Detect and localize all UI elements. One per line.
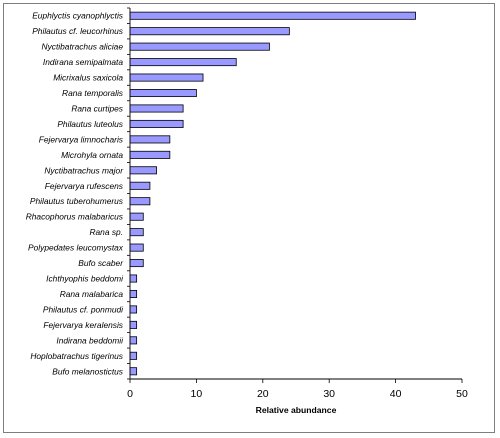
bar <box>129 104 184 113</box>
category-label: Bufo melanostictus <box>52 366 124 376</box>
bar <box>129 11 416 20</box>
x-axis-title: Relative abundance <box>256 405 337 415</box>
category-label: Fejervarya keralensis <box>43 320 123 330</box>
category-label: Nyctibatrachus aliciae <box>42 42 124 52</box>
bar <box>129 166 157 175</box>
category-label: Rana curtipes <box>71 103 123 113</box>
category-label: Rana temporalis <box>62 88 124 98</box>
category-label: Philautus luteolus <box>57 119 123 129</box>
category-label: Rhacophorus malabaricus <box>26 212 124 222</box>
bar <box>129 89 197 98</box>
bar <box>129 351 138 360</box>
bar <box>129 274 138 283</box>
category-label: Ichthyophis beddomi <box>46 274 124 284</box>
bar <box>129 119 184 128</box>
bar <box>129 58 237 67</box>
x-tick-label: 40 <box>390 388 402 400</box>
bar <box>129 259 144 268</box>
category-label: Fejervarya rufescens <box>45 181 124 191</box>
bar <box>129 320 138 329</box>
bar <box>129 73 204 82</box>
bar <box>129 181 151 190</box>
axis-layer: Euphlyctis cyanophlyctis Philautus cf. le… <box>26 7 468 400</box>
chart-frame <box>3 3 495 433</box>
category-label: Philautus tuberohumerus <box>30 196 124 206</box>
category-label: Hoplobatrachus tigerinus <box>30 351 123 361</box>
category-label: Indirana beddomii <box>56 335 124 345</box>
category-label: Polypedates leucomystax <box>28 243 124 253</box>
x-tick-label: 10 <box>191 388 203 400</box>
x-tick-label: 50 <box>456 388 468 400</box>
bar <box>129 289 138 298</box>
bar <box>129 243 144 252</box>
bar <box>129 212 144 221</box>
bar <box>129 135 171 144</box>
bar <box>129 367 138 376</box>
category-label: Fejervarya limnocharis <box>39 134 124 144</box>
category-label: Rana malabarica <box>60 289 124 299</box>
category-label: Micrixalus saxicola <box>53 73 123 83</box>
category-label: Rana sp. <box>89 227 123 237</box>
category-label: Microhyla ornata <box>61 150 123 160</box>
category-label: Indirana semipalmata <box>43 57 123 67</box>
x-tick-label: 30 <box>323 388 335 400</box>
category-label: Philautus cf. ponmudi <box>43 304 124 314</box>
bar <box>129 336 138 345</box>
bar <box>129 197 151 206</box>
bar <box>129 150 171 159</box>
bar <box>129 27 290 36</box>
bar <box>129 228 144 237</box>
category-label: Philautus cf. leucorhinus <box>32 26 124 36</box>
x-tick-label: 20 <box>257 388 269 400</box>
category-label: Euphlyctis cyanophlyctis <box>32 11 124 21</box>
category-label: Nyctibatrachus major <box>44 165 124 175</box>
x-tick-label: 0 <box>127 388 133 400</box>
bars-layer <box>129 11 416 376</box>
category-label: Bufo scaber <box>78 258 124 268</box>
bar <box>129 42 270 51</box>
bar <box>129 305 138 314</box>
